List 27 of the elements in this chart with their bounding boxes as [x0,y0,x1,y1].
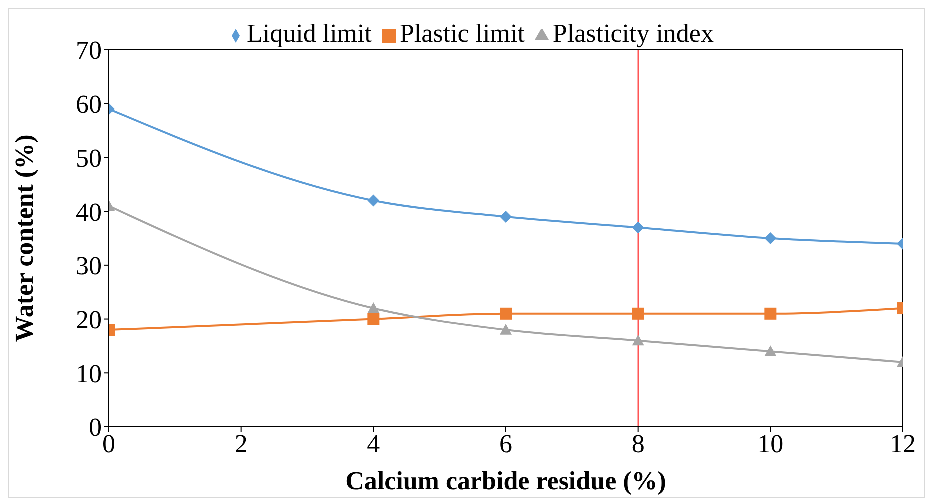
point [632,334,644,346]
x-tick-label: 4 [367,429,380,458]
y-axis-title: Water content (%) [10,134,40,342]
legend-label: Plasticity index [552,19,714,48]
y-tick-label: 70 [76,36,102,66]
point [500,210,512,223]
x-tick-label: 8 [632,429,645,458]
x-tick-label: 12 [890,429,916,458]
point [500,308,512,320]
y-tick-label: 30 [76,252,102,281]
x-tick-label: 2 [234,429,248,458]
y-tick-label: 50 [76,144,102,173]
x-tick-label: 6 [500,429,512,458]
legend-label: Plastic limit [400,19,525,48]
x-axis-title: Calcium carbide residue (%) [346,466,666,496]
y-tick-label: 10 [76,359,102,388]
point [368,313,380,326]
y-tick-label: 40 [76,198,102,227]
point [632,308,644,320]
legend-label: Liquid limit [247,19,372,48]
point [368,194,380,207]
point [500,324,512,335]
point [632,222,644,234]
point [368,302,380,314]
y-tick-label: 20 [76,306,102,335]
y-tick-label: 60 [76,90,102,120]
x-tick-label: 10 [758,429,784,458]
